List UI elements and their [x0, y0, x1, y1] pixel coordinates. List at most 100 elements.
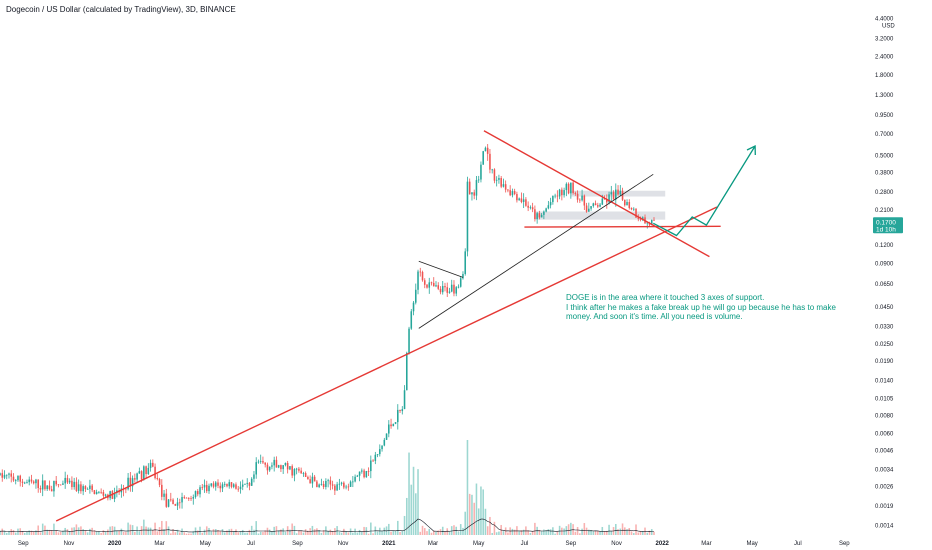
volume-bar: [392, 530, 395, 535]
volume-bar: [17, 528, 19, 535]
candle-body: [37, 479, 39, 489]
volume-bar: [356, 532, 359, 535]
price-tick-label: 0.7000: [875, 132, 894, 138]
candle-body: [329, 480, 332, 485]
trendline: [418, 260, 464, 278]
candle-body: [181, 497, 183, 503]
candle-body: [343, 482, 345, 488]
candle-body: [174, 504, 177, 506]
candle-body: [354, 476, 356, 482]
candle-body: [630, 207, 633, 210]
volume-bar: [623, 527, 626, 535]
volume-bar: [100, 533, 102, 535]
volume-bar: [298, 530, 300, 535]
volume-bar: [376, 531, 379, 535]
candle-body: [392, 423, 395, 427]
volume-bar: [480, 486, 482, 535]
volume-bar: [615, 523, 617, 535]
volume-bar: [518, 531, 520, 535]
volume-bar: [426, 531, 428, 535]
candle-body: [518, 198, 520, 201]
candle-body: [601, 198, 604, 205]
volume-bar: [221, 529, 224, 535]
candle-body: [26, 482, 28, 483]
candle-body: [271, 465, 273, 467]
volume-bar: [116, 530, 118, 535]
volume-bar: [320, 532, 323, 535]
candle-body: [561, 189, 563, 196]
volume-bar: [419, 531, 422, 535]
volume-bar: [196, 530, 199, 535]
volume-bar: [340, 532, 343, 535]
price-axis[interactable]: 4.4000 3.2000 2.4000 1.8000 1.3000 0.9500 0.70…: [875, 17, 895, 530]
candle-body: [500, 178, 502, 187]
volume-bar: [239, 531, 242, 535]
volume-bar: [439, 529, 442, 535]
volume-bar: [253, 529, 255, 535]
volume-bar: [163, 529, 165, 535]
volume-bar: [331, 531, 334, 535]
candle-body: [57, 484, 60, 486]
volume-bar: [212, 529, 215, 535]
candle-body: [248, 482, 251, 486]
volume-bar: [122, 531, 125, 535]
volume-bar: [635, 524, 637, 535]
time-tick-label: Mar: [428, 541, 438, 547]
volume-bar: [41, 523, 44, 535]
candle-body: [397, 409, 399, 423]
candle-body: [17, 475, 19, 481]
volume-bar: [361, 531, 363, 535]
volume-bar: [606, 530, 608, 535]
candle-body: [48, 485, 51, 490]
volume-bar: [118, 530, 120, 535]
price-tick-label: 0.9500: [875, 113, 894, 119]
price-tick-label: 0.0046: [875, 448, 894, 454]
candle-body: [304, 473, 307, 477]
volume-bar: [570, 522, 572, 535]
volume-bar: [235, 529, 237, 535]
candle-body: [653, 219, 655, 221]
candle-body: [289, 466, 291, 470]
volume-bar: [628, 528, 631, 535]
candle-body: [237, 488, 240, 490]
candle-body: [516, 194, 518, 201]
candle-body: [352, 481, 354, 483]
volume-bar: [504, 527, 507, 535]
candle-body: [563, 190, 565, 196]
time-tick-label: Sep: [18, 541, 29, 547]
volume-bar: [543, 529, 545, 535]
volume-bar: [30, 530, 33, 535]
candle-body: [390, 424, 392, 427]
trendline: [55, 206, 718, 522]
volume-bar: [181, 528, 183, 535]
volume-bar: [327, 531, 329, 535]
volume-average: [0, 518, 654, 533]
volume-bar: [430, 532, 433, 535]
volume-bar: [48, 529, 51, 535]
candle-body: [358, 471, 361, 476]
candle-body: [259, 461, 262, 462]
candle-body: [44, 480, 46, 490]
volume-bar: [174, 532, 177, 535]
candle-body: [230, 482, 233, 487]
volume-bar: [450, 526, 453, 535]
volume-bar: [82, 529, 84, 535]
volume-bar: [381, 530, 383, 535]
volume-ma-line: [0, 518, 654, 533]
volume-bar: [86, 532, 89, 535]
volume-bar: [556, 531, 559, 535]
volume-bar: [62, 530, 64, 535]
projection-line: [652, 145, 756, 237]
volume-bar: [592, 531, 595, 535]
volume-bar: [3, 530, 6, 535]
volume-bar: [277, 530, 280, 535]
volume-bar: [594, 530, 597, 535]
volume-bar: [444, 531, 446, 535]
candle-body: [21, 481, 24, 483]
time-axis[interactable]: Sep Nov 2020 Mar May Jul Sep Nov 2021 Mar May Jul Se…: [18, 541, 850, 547]
volume-bar: [230, 528, 233, 535]
price-tick-label: 1.3000: [875, 93, 894, 99]
volume-bar: [190, 533, 192, 535]
candle-body: [253, 474, 255, 479]
